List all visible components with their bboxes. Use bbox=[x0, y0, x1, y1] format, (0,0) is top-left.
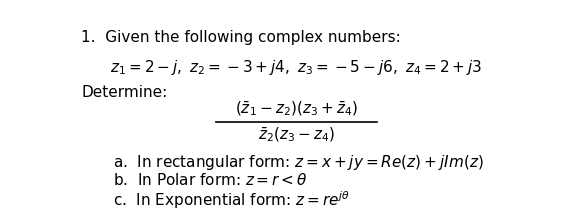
Text: c.  In Exponential form: $z = re^{j\theta}$: c. In Exponential form: $z = re^{j\theta… bbox=[113, 190, 350, 211]
Text: 1.  Given the following complex numbers:: 1. Given the following complex numbers: bbox=[81, 30, 401, 46]
Text: b.  In Polar form: $z = r < \theta$: b. In Polar form: $z = r < \theta$ bbox=[113, 171, 307, 187]
Text: $\bar{z}_2(z_3 - z_4)$: $\bar{z}_2(z_3 - z_4)$ bbox=[258, 126, 335, 144]
Text: $(\bar{z}_1 - z_2)(z_3 + \bar{z}_4)$: $(\bar{z}_1 - z_2)(z_3 + \bar{z}_4)$ bbox=[235, 99, 358, 118]
Text: Determine:: Determine: bbox=[81, 85, 168, 100]
Text: a.  In rectangular form: $z = x + jy = Re(z) + jIm(z)$: a. In rectangular form: $z = x + jy = Re… bbox=[113, 154, 483, 173]
Text: $z_1 = 2-j,\ z_2 = -3+j4,\ z_3 = -5-j6,\ z_4 = 2+j3$: $z_1 = 2-j,\ z_2 = -3+j4,\ z_3 = -5-j6,\… bbox=[110, 58, 482, 77]
